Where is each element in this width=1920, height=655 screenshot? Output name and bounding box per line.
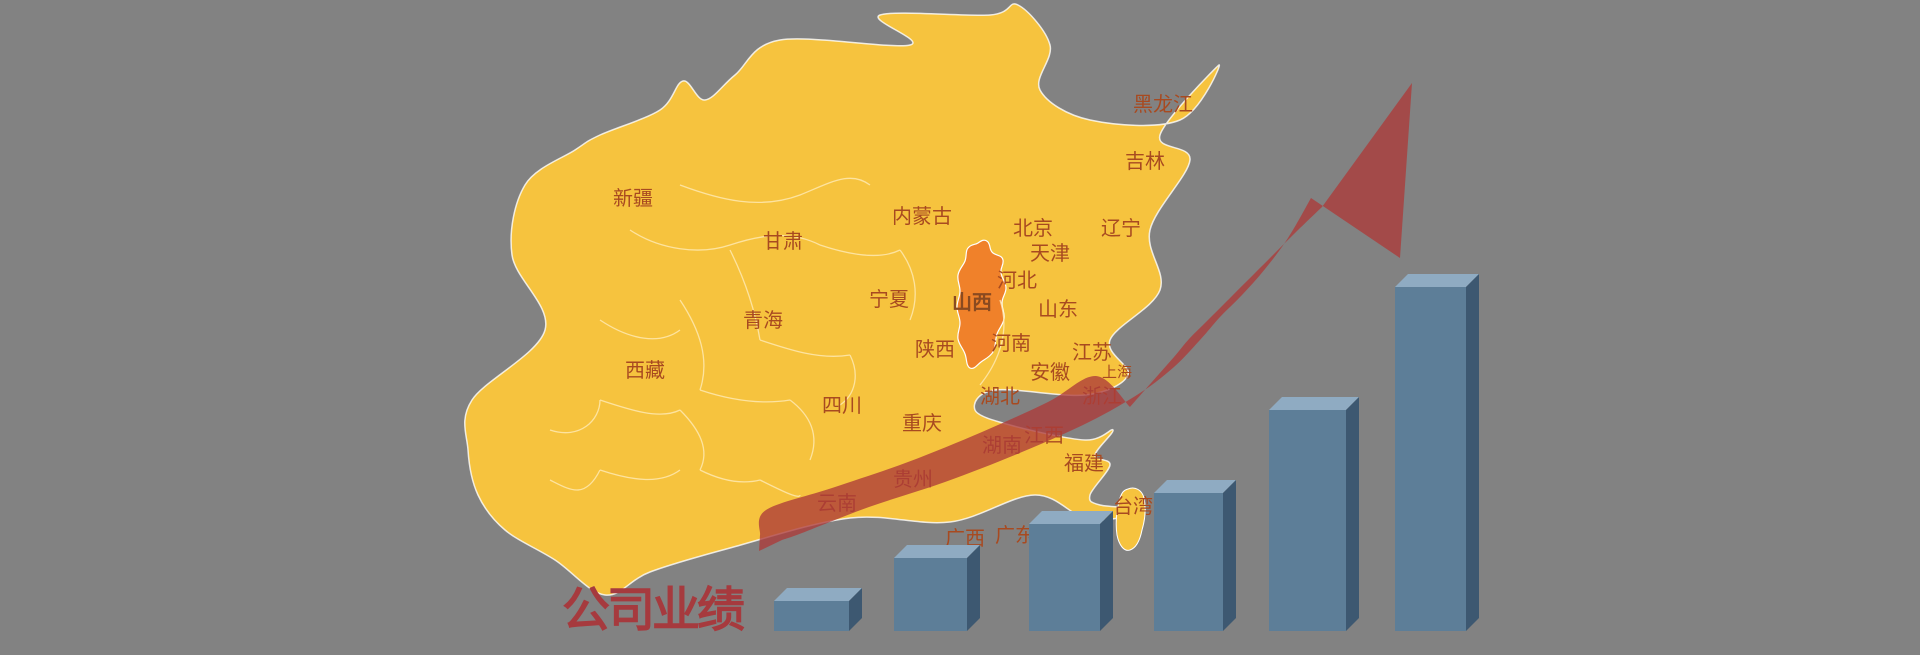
svg-text:福建: 福建: [1064, 452, 1104, 475]
svg-text:安徽: 安徽: [1030, 361, 1070, 384]
svg-text:天津: 天津: [1030, 242, 1070, 265]
svg-text:青海: 青海: [743, 309, 783, 332]
svg-text:北京: 北京: [1013, 217, 1053, 240]
svg-text:河南: 河南: [991, 332, 1031, 355]
svg-text:上海: 上海: [1102, 364, 1132, 381]
svg-text:辽宁: 辽宁: [1101, 217, 1141, 240]
svg-text:台湾: 台湾: [1113, 495, 1153, 518]
svg-text:江苏: 江苏: [1072, 341, 1112, 364]
svg-text:山西: 山西: [952, 291, 992, 314]
svg-text:四川: 四川: [822, 395, 862, 417]
svg-text:西藏: 西藏: [625, 359, 665, 382]
svg-text:吉林: 吉林: [1125, 150, 1165, 173]
svg-text:山东: 山东: [1038, 298, 1078, 321]
svg-text:宁夏: 宁夏: [869, 288, 909, 311]
svg-text:重庆: 重庆: [902, 412, 942, 435]
svg-text:公司业绩: 公司业绩: [562, 584, 745, 637]
svg-text:河北: 河北: [997, 269, 1037, 292]
svg-text:甘肃: 甘肃: [763, 230, 803, 253]
svg-text:新疆: 新疆: [613, 187, 653, 210]
svg-text:陕西: 陕西: [915, 338, 955, 361]
svg-text:黑龙江: 黑龙江: [1133, 93, 1193, 116]
svg-text:内蒙古: 内蒙古: [892, 205, 952, 228]
svg-text:湖北: 湖北: [980, 385, 1020, 408]
